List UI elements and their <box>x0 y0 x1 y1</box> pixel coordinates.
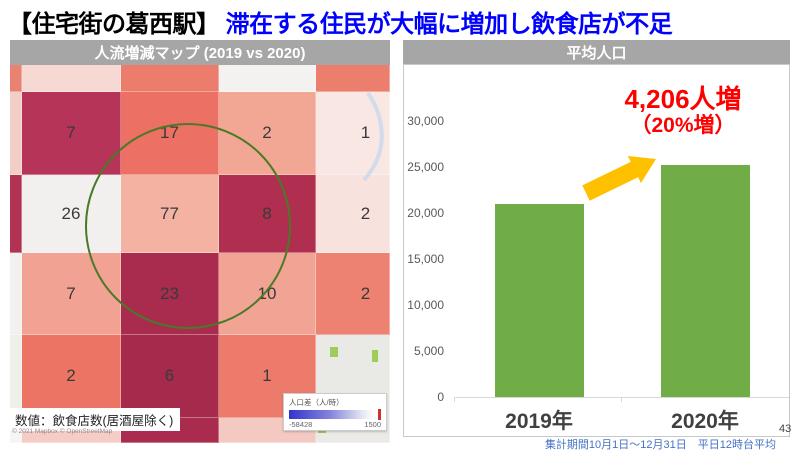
legend-min: -58428 <box>289 420 313 429</box>
map-cell: 17 <box>121 92 219 175</box>
legend-max: 1500 <box>364 420 381 429</box>
map-legend: 人口差（人/時） -58428 1500 <box>283 393 387 431</box>
y-axis-label: 30,000 <box>407 114 444 128</box>
increase-arrow <box>580 149 660 210</box>
map-attribution: © 2021 Mapbox © OpenStreetMap <box>12 428 113 435</box>
y-axis-label: 0 <box>437 390 444 404</box>
chart-panel-header: 平均人口 <box>403 40 790 65</box>
map-cell: 7 <box>22 253 121 335</box>
map-cell: 8 <box>219 175 316 253</box>
slide-title-highlight: 滞在する住民が大幅に増加し飲食店が不足 <box>219 11 673 38</box>
legend-gradient-bar <box>289 409 381 420</box>
map-cell: 2 <box>22 335 121 418</box>
map-cell: 23 <box>121 253 219 335</box>
map-cell: 2 <box>219 92 316 175</box>
x-axis-label: 2020年 <box>671 410 739 433</box>
axis-tick <box>621 397 622 402</box>
axis-tick <box>789 397 790 402</box>
y-axis-label: 10,000 <box>407 298 444 312</box>
legend-current-marker <box>378 409 381 420</box>
population-bar-chart: 0 5,000 10,000 15,000 20,000 25,000 30,000 201… <box>403 64 790 437</box>
map-cell <box>10 253 22 335</box>
increase-annotation-line2: （20%増） <box>630 113 736 137</box>
map-cell <box>10 92 22 175</box>
slide-title-prefix: 【住宅街の葛西駅】 <box>8 11 220 38</box>
map-cell: 10 <box>219 253 316 335</box>
flow-heatmap: 7 17 2 1 26 77 8 2 7 23 10 2 2 6 1 数値：飲食店数(居酒屋除く) © 20… <box>10 65 390 443</box>
map-cell: 7 <box>22 92 121 175</box>
y-axis-label: 20,000 <box>407 206 444 220</box>
x-axis-label: 2019年 <box>505 410 573 433</box>
map-cell: 2 <box>316 253 390 335</box>
y-axis-label: 5,000 <box>413 344 444 358</box>
map-cell <box>121 65 219 92</box>
map-cell <box>316 65 390 92</box>
map-cell <box>219 65 316 92</box>
map-cell <box>10 335 22 418</box>
map-panel-header: 人流増減マップ (2019 vs 2020) <box>10 40 390 65</box>
map-cell <box>10 175 22 253</box>
increase-annotation: 4,206人増 （20%増） <box>624 85 741 137</box>
y-axis-label: 25,000 <box>407 160 444 174</box>
map-cell: 1 <box>316 92 390 175</box>
legend-range-labels: -58428 1500 <box>289 420 381 429</box>
map-cell: 2 <box>316 175 390 253</box>
increase-annotation-line1: 4,206人増 <box>624 84 742 114</box>
axis-tick <box>454 397 455 402</box>
bar-2020年 <box>661 165 750 397</box>
map-note-label: 数値：飲食店数(居酒屋除く) <box>10 408 181 431</box>
y-axis-label: 15,000 <box>407 252 444 266</box>
map-cell: 77 <box>121 175 219 253</box>
legend-title: 人口差（人/時） <box>289 398 344 407</box>
map-cell: 26 <box>22 175 121 253</box>
bar-2019年 <box>495 204 584 397</box>
map-cell: 6 <box>121 335 219 418</box>
slide-title: 【住宅街の葛西駅】 滞在する住民が大幅に増加し飲食店が不足 <box>8 4 673 39</box>
legend-gradient <box>289 410 381 419</box>
map-cell <box>22 65 121 92</box>
map-cell <box>10 65 22 92</box>
page-number: 43 <box>779 423 792 435</box>
data-period-footnote: 集計期間10月1日～12月31日 平日12時台平均 <box>544 439 776 450</box>
arrow-shape <box>582 156 656 201</box>
